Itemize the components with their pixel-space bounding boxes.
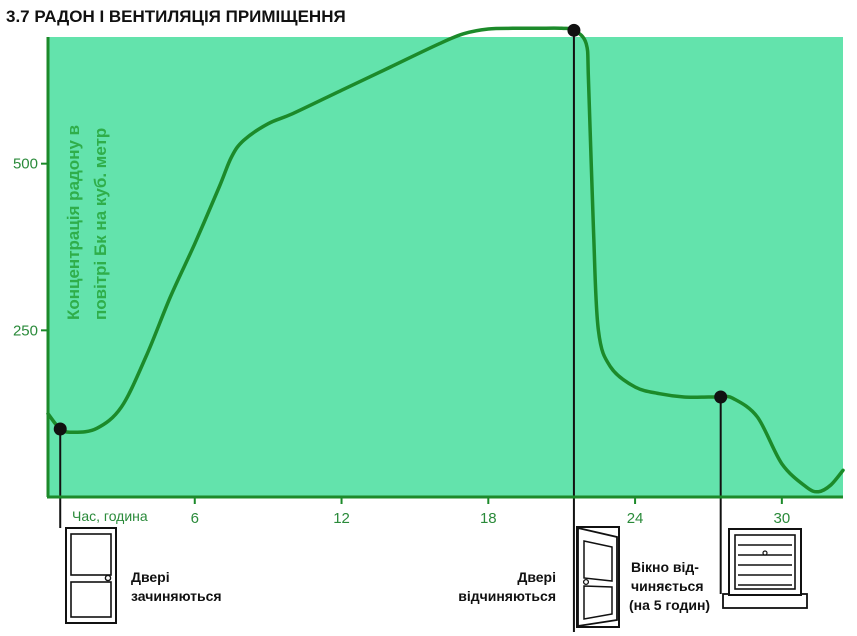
event-markers: [53, 23, 728, 436]
event-marker: [567, 23, 581, 37]
y-axis-ticks: 250 500: [13, 156, 48, 339]
event-marker: [714, 390, 728, 404]
plot-area: [48, 37, 843, 497]
y-tick-label: 500: [13, 156, 38, 173]
door-open-icon: [576, 526, 620, 628]
y-axis-label: Концентрація радону в повітрі Бк на куб.…: [64, 125, 110, 320]
y-tick-label: 250: [13, 322, 38, 339]
door-closes-label-2: зачиняються: [131, 588, 222, 604]
door-closed-icon: [65, 527, 117, 624]
event-marker: [53, 422, 67, 436]
x-tick-label: 24: [627, 510, 644, 527]
door-opens-label-1: Двері: [517, 569, 556, 585]
x-tick-label: 30: [774, 510, 791, 527]
figure-title: 3.7 РАДОН І ВЕНТИЛЯЦІЯ ПРИМІЩЕННЯ: [6, 7, 346, 26]
x-tick-label: 12: [333, 510, 350, 527]
window-opens-label-1: Вікно від-: [631, 559, 699, 575]
window-opens-label-2: чиняється: [631, 578, 704, 594]
window-opens-label-3: (на 5 годин): [629, 597, 710, 613]
x-axis-ticks: 6 12 18 24 30: [191, 497, 791, 527]
door-opens-label-2: відчиняються: [458, 588, 556, 604]
y-axis-label-line-1: Концентрація радону в: [64, 125, 83, 320]
y-axis-label-line-2: повітрі Бк на куб. метр: [91, 128, 110, 320]
door-closes-label-1: Двері: [131, 569, 170, 585]
window-icon: [722, 528, 808, 609]
x-tick-label: 18: [480, 510, 497, 527]
x-tick-label: 6: [191, 510, 199, 527]
x-axis-label: Час, година: [72, 508, 148, 524]
